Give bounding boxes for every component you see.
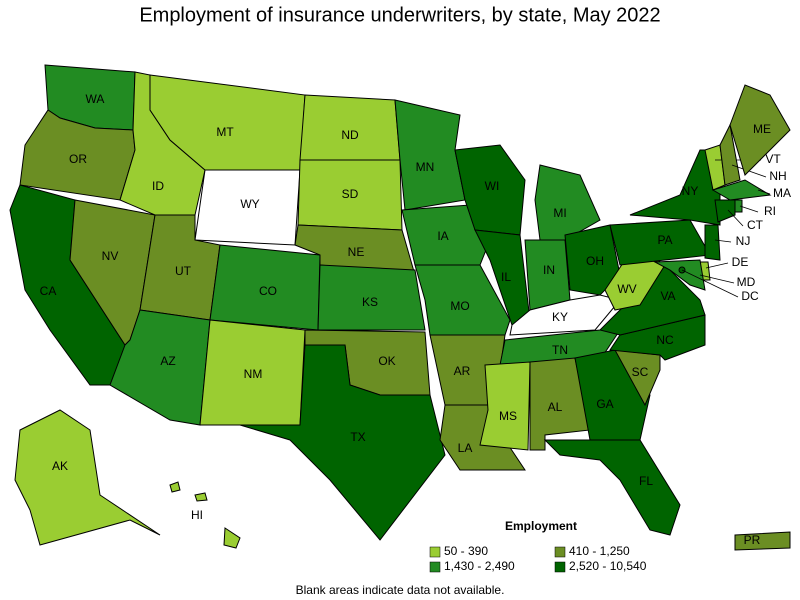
legend-swatch bbox=[554, 561, 566, 573]
state-label: MO bbox=[450, 299, 469, 313]
leader-line bbox=[705, 262, 729, 269]
states: WA OR CA NV ID MT WY UT CO AZ NM ND SD NE KS OK TX MN IA MO… bbox=[9, 64, 791, 551]
state-label: ME bbox=[753, 122, 771, 136]
state bbox=[394, 99, 466, 211]
state-label: GA bbox=[596, 397, 613, 411]
state bbox=[169, 481, 241, 549]
state-label: MS bbox=[499, 409, 517, 423]
legend-label: 2,520 - 10,540 bbox=[569, 559, 647, 573]
state-label: WI bbox=[485, 179, 500, 193]
state-label: SD bbox=[342, 187, 359, 201]
state-label: TX bbox=[350, 430, 365, 444]
state-label: WV bbox=[617, 282, 636, 296]
legend-title: Employment bbox=[505, 519, 577, 533]
state-label: NV bbox=[102, 249, 119, 263]
state bbox=[543, 439, 681, 536]
state-label: MT bbox=[216, 125, 234, 139]
state-label: WY bbox=[240, 197, 259, 211]
state bbox=[734, 199, 743, 213]
legend-label: 410 - 1,250 bbox=[569, 544, 630, 558]
state bbox=[401, 204, 491, 266]
leader-line bbox=[681, 269, 739, 298]
leader-line bbox=[699, 274, 735, 284]
state-label: PA bbox=[657, 233, 672, 247]
state bbox=[711, 179, 772, 201]
state bbox=[317, 264, 426, 331]
state-label: MN bbox=[416, 160, 435, 174]
state bbox=[534, 164, 601, 241]
map-title: Employment of insurance underwriters, by… bbox=[139, 4, 660, 26]
state bbox=[729, 84, 791, 176]
state-label: RI bbox=[764, 204, 776, 218]
state bbox=[704, 224, 721, 261]
state-label: AK bbox=[52, 459, 68, 473]
state-label: LA bbox=[458, 441, 473, 455]
state-label: AL bbox=[548, 400, 563, 414]
state-label: UT bbox=[175, 264, 192, 278]
note: Blank areas indicate data not available. bbox=[296, 583, 505, 597]
state-label: OR bbox=[69, 152, 87, 166]
state-label: NC bbox=[656, 333, 674, 347]
state-label: IN bbox=[543, 263, 555, 277]
state bbox=[714, 199, 736, 223]
state-label: MA bbox=[773, 186, 791, 200]
state bbox=[653, 259, 706, 291]
state-label: OH bbox=[586, 254, 604, 268]
state-label: AZ bbox=[160, 354, 175, 368]
state-label: SC bbox=[632, 365, 649, 379]
state-label: DC bbox=[741, 289, 759, 303]
state-label: WA bbox=[86, 92, 105, 106]
state bbox=[14, 409, 161, 546]
state-label: VT bbox=[765, 152, 781, 166]
state-label: NH bbox=[769, 169, 786, 183]
state-label: TN bbox=[552, 343, 568, 357]
state bbox=[479, 361, 531, 451]
state-label: NJ bbox=[736, 234, 751, 248]
state bbox=[239, 344, 446, 541]
leader-line bbox=[757, 189, 771, 195]
legend: 50 - 390 410 - 1,250 1,430 - 2,490 2,520 - … bbox=[429, 544, 647, 573]
state-label: DE bbox=[732, 255, 749, 269]
legend-label: 50 - 390 bbox=[444, 544, 488, 558]
state-label: KY bbox=[552, 310, 568, 324]
state-label: FL bbox=[639, 474, 653, 488]
state-label: PR bbox=[744, 533, 761, 547]
state bbox=[719, 123, 741, 186]
state-label: AR bbox=[454, 364, 471, 378]
state-label: ND bbox=[341, 128, 359, 142]
state-label: CA bbox=[40, 284, 57, 298]
state-label: ID bbox=[152, 179, 164, 193]
state-label: IL bbox=[501, 270, 511, 284]
state-label: CO bbox=[259, 284, 277, 298]
state-label: NE bbox=[348, 245, 365, 259]
state bbox=[629, 149, 721, 226]
state bbox=[734, 531, 791, 551]
legend-swatch bbox=[429, 546, 441, 558]
leader-line bbox=[739, 205, 759, 213]
leader-line bbox=[714, 239, 732, 243]
legend-swatch bbox=[429, 561, 441, 573]
state-label: MI bbox=[553, 206, 566, 220]
state-label: CT bbox=[747, 218, 764, 232]
legend-label: 1,430 - 2,490 bbox=[444, 559, 515, 573]
state-label: NM bbox=[244, 367, 263, 381]
leader-line bbox=[727, 209, 744, 227]
state-label: IA bbox=[437, 229, 448, 243]
state-label: MD bbox=[737, 275, 756, 289]
state-label: VA bbox=[660, 289, 675, 303]
state-label: HI bbox=[191, 508, 203, 522]
state-label: NY bbox=[682, 184, 699, 198]
state-label: OK bbox=[378, 354, 395, 368]
state-label: KS bbox=[362, 295, 378, 309]
legend-swatch bbox=[554, 546, 566, 558]
